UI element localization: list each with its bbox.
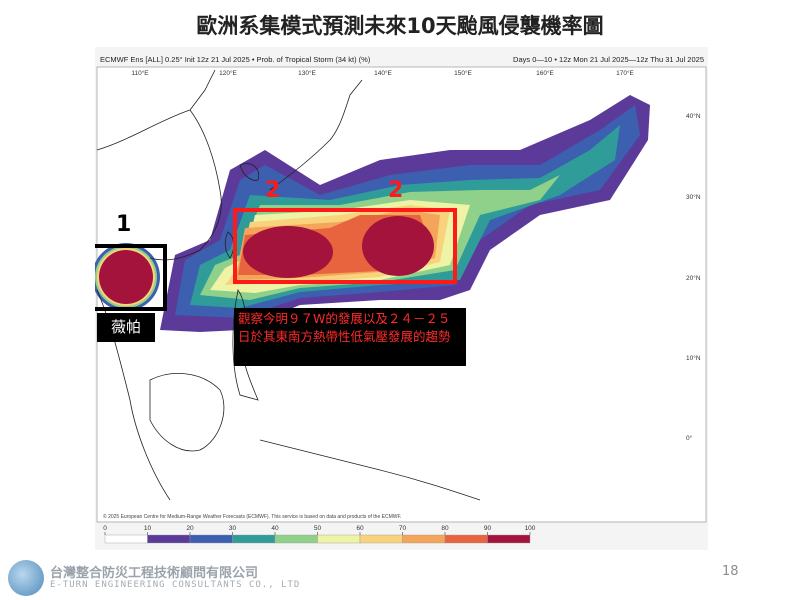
annotation-note: 觀察今明９７W的發展以及２４－２５日於其東南方熱帶性低氣壓發展的趨勢	[234, 308, 466, 366]
colorbar-segment	[359, 534, 403, 544]
storm-probability	[99, 250, 153, 304]
colorbar-segment	[402, 534, 446, 544]
colorbar-tick-label: 20	[186, 525, 194, 532]
longitude-label: 160°E	[536, 69, 554, 77]
latitude-label: 0°	[686, 434, 693, 442]
taiwan	[224, 231, 234, 259]
longitude-label: 170°E	[616, 69, 634, 77]
highlight-box-1	[95, 244, 167, 311]
colorbar-segment	[444, 534, 488, 544]
new-guinea	[259, 439, 481, 501]
annotation-label: 1	[116, 212, 132, 237]
longitude-label: 110°E	[131, 69, 149, 77]
longitude-label: 140°E	[374, 69, 392, 77]
latitude-label: 20°N	[686, 274, 701, 282]
longitude-label: 130°E	[298, 69, 316, 77]
map-header-left: ECMWF Ens [ALL] 0.25° Init 12z 21 Jul 20…	[100, 55, 371, 64]
latitude-label: 10°N	[686, 354, 701, 362]
colorbar-tick-label: 50	[314, 525, 322, 532]
highlight-box-2	[233, 208, 457, 284]
colorbar-segment	[317, 534, 361, 544]
colorbar-tick-label: 30	[229, 525, 237, 532]
colorbar-tick-label: 0	[103, 525, 107, 532]
longitude-label: 120°E	[219, 69, 237, 77]
probability-core	[243, 226, 333, 278]
annotation-label: 2	[388, 178, 404, 203]
colorbar-tick-label: 10	[144, 525, 152, 532]
colorbar-tick-label: 40	[271, 525, 279, 532]
colorbar: 0 10 20 30 40 50 60 70 80 90 100	[103, 525, 536, 544]
colorbar-tick-label: 100	[525, 525, 536, 532]
graticule-labels: 110°E 120°E 130°E 140°E 150°E 160°E 170°E 40°N 3…	[131, 69, 700, 442]
colorbar-tick-label: 70	[399, 525, 407, 532]
storm-name: 薇帕	[97, 313, 155, 342]
company-logo	[8, 560, 44, 596]
annotation-label: 2	[265, 178, 281, 203]
coast	[149, 109, 222, 261]
probability-core	[362, 216, 434, 276]
page-number: 18	[722, 564, 739, 579]
colorbar-tick-label: 90	[484, 525, 492, 532]
map-header-right: Days 0—10 • 12z Mon 21 Jul 2025—12z Thu …	[513, 55, 704, 64]
longitude-label: 150°E	[454, 69, 472, 77]
coast	[96, 69, 216, 151]
colorbar-segment	[232, 534, 276, 544]
colorbar-segment	[274, 534, 318, 544]
colorbar-segment	[147, 534, 191, 544]
korea	[239, 163, 260, 181]
colorbar-segment	[189, 534, 233, 544]
map-panel: ECMWF Ens [ALL] 0.25° Init 12z 21 Jul 20…	[95, 47, 708, 550]
borneo	[149, 373, 225, 452]
slide-title: 歐洲系集模式預測未來10天颱風侵襲機率圖	[196, 14, 604, 38]
colorbar-segment	[487, 534, 531, 544]
colorbar-tick-label: 60	[356, 525, 364, 532]
latitude-label: 30°N	[686, 193, 701, 201]
japan	[269, 79, 363, 191]
map-credit: © 2025 European Centre for Medium-Range …	[103, 513, 401, 520]
latitude-label: 40°N	[686, 112, 701, 120]
company-name: 台灣整合防災工程技術顧問有限公司	[50, 566, 259, 581]
colorbar-segment	[104, 534, 148, 544]
company-name-en: E-TURN ENGINEERING CONSULTANTS CO., LTD	[50, 580, 301, 590]
colorbar-tick-label: 80	[441, 525, 449, 532]
